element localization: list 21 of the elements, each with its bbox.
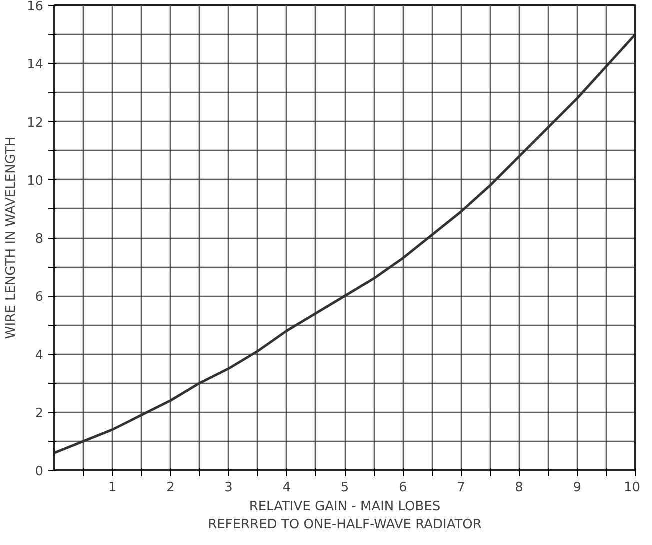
y-tick-label: 2: [35, 406, 44, 422]
y-tick-label: 8: [35, 232, 44, 247]
x-tick-label: 2: [166, 480, 175, 496]
y-axis-title: WIRE LENGTH IN WAVELENGTH: [4, 136, 19, 340]
y-tick-label: 16: [26, 0, 44, 14]
x-tick-label: 3: [224, 480, 233, 496]
x-tick-label: 5: [340, 480, 350, 496]
x-tick-label: 7: [457, 480, 466, 496]
y-tick-label: 0: [35, 464, 44, 480]
x-tick-label: 10: [624, 480, 641, 496]
x-tick-label: 6: [398, 480, 408, 496]
y-tick-label: 6: [35, 290, 44, 306]
y-tick-label: 12: [26, 116, 44, 131]
x-tick-label: 4: [282, 480, 292, 496]
y-tick-label: 10: [26, 174, 44, 189]
y-tick-label: 4: [35, 348, 44, 364]
x-tick-label: 8: [515, 480, 524, 496]
x-tick-label: 1: [108, 480, 117, 496]
x-tick-label: 9: [573, 480, 582, 496]
y-tick-label: 14: [26, 58, 44, 73]
x-axis-title: RELATIVE GAIN - MAIN LOBES REFERRED TO ONE-HALF-WAVE RADIATOR: [208, 500, 482, 532]
